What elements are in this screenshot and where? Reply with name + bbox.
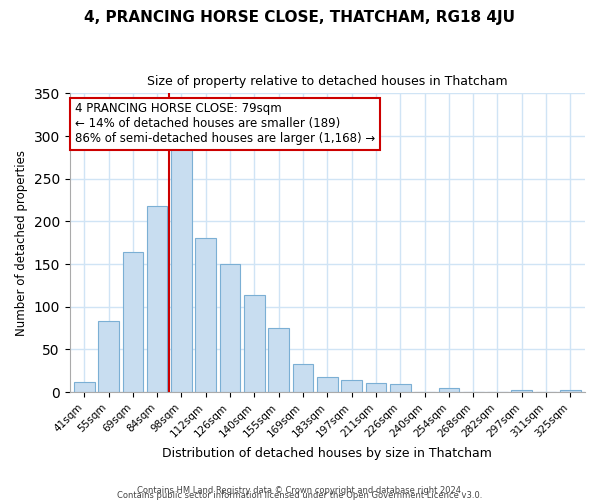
Bar xyxy=(390,384,410,392)
Bar xyxy=(98,321,119,392)
Bar xyxy=(268,328,289,392)
Bar xyxy=(74,382,95,392)
Bar xyxy=(220,264,241,392)
Bar xyxy=(171,147,192,392)
X-axis label: Distribution of detached houses by size in Thatcham: Distribution of detached houses by size … xyxy=(163,447,492,460)
Text: Contains public sector information licensed under the Open Government Licence v3: Contains public sector information licen… xyxy=(118,491,482,500)
Bar xyxy=(560,390,581,392)
Bar xyxy=(293,364,313,392)
Bar xyxy=(365,382,386,392)
Bar xyxy=(196,238,216,392)
Bar xyxy=(244,295,265,392)
Bar xyxy=(122,252,143,392)
Bar xyxy=(439,388,459,392)
Text: 4 PRANCING HORSE CLOSE: 79sqm
← 14% of detached houses are smaller (189)
86% of : 4 PRANCING HORSE CLOSE: 79sqm ← 14% of d… xyxy=(75,102,375,146)
Y-axis label: Number of detached properties: Number of detached properties xyxy=(15,150,28,336)
Title: Size of property relative to detached houses in Thatcham: Size of property relative to detached ho… xyxy=(147,75,508,88)
Text: 4, PRANCING HORSE CLOSE, THATCHAM, RG18 4JU: 4, PRANCING HORSE CLOSE, THATCHAM, RG18 … xyxy=(85,10,515,25)
Bar xyxy=(511,390,532,392)
Bar xyxy=(341,380,362,392)
Text: Contains HM Land Registry data © Crown copyright and database right 2024.: Contains HM Land Registry data © Crown c… xyxy=(137,486,463,495)
Bar xyxy=(147,206,167,392)
Bar xyxy=(317,376,338,392)
